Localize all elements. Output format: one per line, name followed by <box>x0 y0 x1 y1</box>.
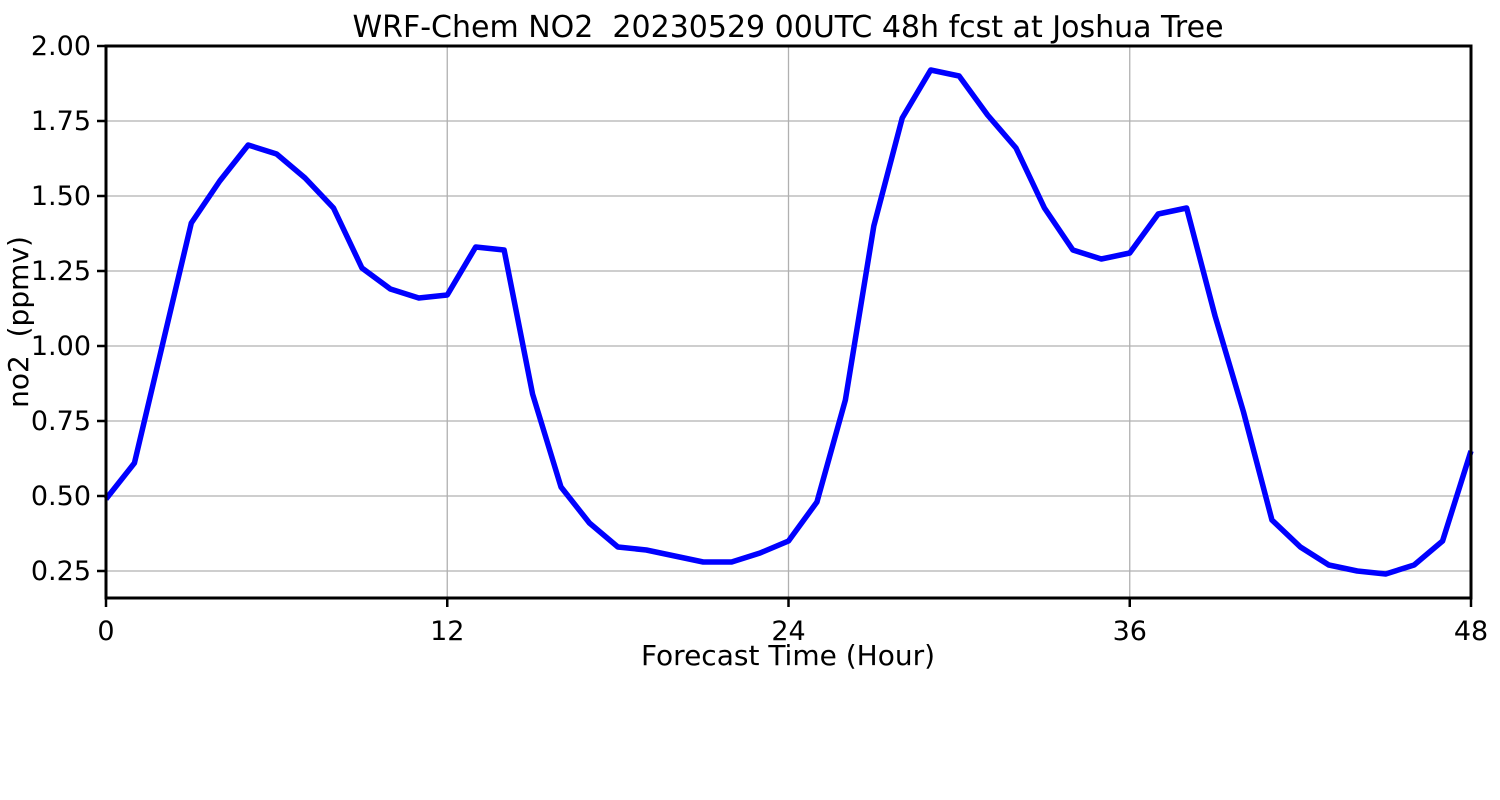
x-tick-label: 0 <box>97 616 114 647</box>
data-series <box>103 67 1474 577</box>
y-tick-label: 1.00 <box>31 331 91 362</box>
y-tick-label: 1.75 <box>31 106 91 137</box>
x-tick-label: 36 <box>1113 616 1147 647</box>
axis-ticks: 0.25 0.50 0.75 1.00 1.25 1.50 1.75 2.00 0 12 24 36 4… <box>31 31 1488 647</box>
y-tick-label: 2.00 <box>31 31 91 62</box>
y-tick-label: 0.50 <box>31 481 91 512</box>
y-axis-label: no2 (ppmv) <box>2 236 35 408</box>
chart-title: WRF-Chem NO2 20230529 00UTC 48h fcst at … <box>352 10 1223 45</box>
y-tick-label: 0.75 <box>31 406 91 437</box>
x-axis-label: Forecast Time (Hour) <box>641 639 935 672</box>
x-tick-label: 48 <box>1454 616 1488 647</box>
no2-data-line <box>103 67 1474 577</box>
y-tick-label: 1.25 <box>31 256 91 287</box>
x-tick-label: 12 <box>430 616 464 647</box>
x-tick-label: 24 <box>771 616 805 647</box>
y-tick-label: 1.50 <box>31 181 91 212</box>
y-tick-label: 0.25 <box>31 556 91 587</box>
gridlines <box>105 45 1472 598</box>
